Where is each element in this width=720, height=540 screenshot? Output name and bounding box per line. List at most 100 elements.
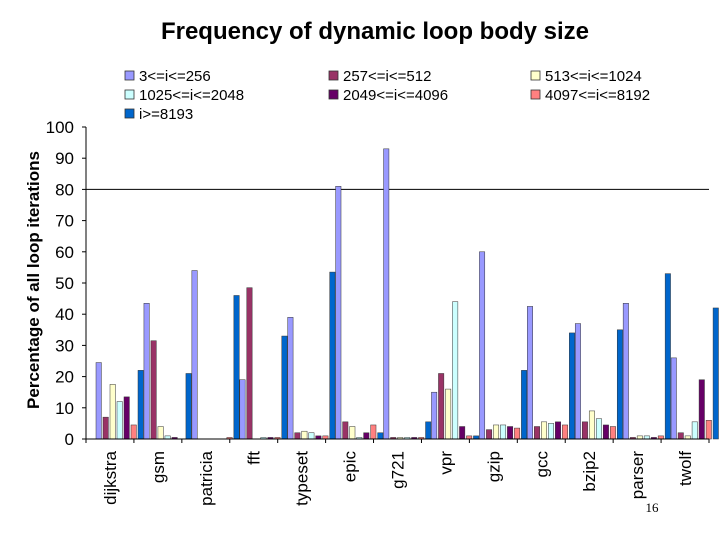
category-label-bzip2: bzip2: [580, 451, 599, 492]
y-tick-label: 90: [55, 149, 74, 168]
bar-vpr-series-2: [438, 373, 445, 440]
bar-bzip2-series-2: [581, 421, 588, 440]
bar-typeset-series-3: [301, 430, 308, 440]
y-tick-label: 60: [55, 243, 74, 262]
bar-twolf-series-5: [698, 379, 705, 440]
bar-fft-series-1: [239, 379, 246, 440]
bar-bzip2-series-5: [602, 424, 609, 440]
bar-gcc-series-6: [562, 424, 568, 440]
bar-bzip2-series-7: [616, 329, 623, 440]
y-axis-label: Percentage of all loop iterations: [24, 151, 43, 409]
legend-swatch-1: [124, 70, 135, 81]
bar-gsm-series-7: [185, 373, 192, 440]
legend-label-3: 513<=i<=1024: [545, 68, 642, 85]
category-label-twolf: twolf: [676, 451, 695, 486]
category-label-gzip: gzip: [484, 451, 503, 482]
bar-gzip-series-1: [479, 251, 486, 440]
bar-gcc-series-5: [555, 421, 561, 440]
bar-gsm-series-2: [150, 340, 157, 440]
bar-fft-series-2: [246, 287, 253, 440]
category-label-fft: fft: [245, 451, 264, 465]
y-tick-label: 10: [55, 399, 74, 418]
category-label-parser: parser: [628, 451, 647, 500]
bar-typeset-series-1: [287, 317, 294, 440]
legend-label-1: 3<=i<=256: [139, 68, 211, 85]
legend-swatch-6: [530, 89, 541, 100]
axes: [85, 127, 710, 443]
bar-gcc-series-3: [541, 421, 547, 440]
legend-items: 3<=i<=256 257<=i<=512 513<=i<=1024 1025<=i<…: [124, 68, 650, 123]
y-tick-label: 40: [55, 305, 74, 324]
bar-gcc-series-7: [569, 332, 575, 440]
legend-label-7: i>=8193: [139, 106, 193, 123]
legend-label-2: 257<=i<=512: [343, 68, 431, 85]
bar-twolf-series-7: [712, 307, 719, 440]
bar-gzip-series-4: [500, 424, 507, 440]
category-labels: dijkstra gsm patricia fft typeset epic g721 vpr…: [101, 450, 695, 505]
y-axis-ticks: 0 10 20 30 40 50 60 70 80 90 100: [46, 118, 86, 449]
y-tick-label: 30: [55, 336, 74, 355]
legend: [116, 66, 711, 126]
bar-bzip2-series-4: [595, 418, 602, 440]
y-tick-label: 0: [65, 430, 74, 449]
bar-twolf-series-6: [705, 420, 712, 440]
bar-epic-series-3: [349, 426, 356, 440]
chart-title: Frequency of dynamic loop body size: [161, 18, 589, 45]
legend-label-4: 1025<=i<=2048: [139, 87, 244, 104]
bar-typeset-series-7: [329, 271, 336, 440]
bar-dijkstra-series-2: [102, 416, 109, 440]
bar-g721-series-1: [383, 148, 390, 440]
page-number: 16: [646, 500, 660, 515]
bar-dijkstra-series-6: [130, 424, 137, 440]
bar-gzip-series-3: [493, 424, 500, 440]
bar-dijkstra-series-1: [95, 362, 102, 440]
bar-parser-series-1: [622, 303, 629, 440]
bar-epic-series-6: [370, 424, 377, 440]
category-label-patricia: patricia: [197, 450, 216, 505]
legend-swatch-4: [124, 89, 135, 100]
bar-patricia-series-7: [233, 295, 240, 440]
bar-gzip-series-2: [486, 429, 493, 440]
category-label-g721: g721: [389, 451, 408, 489]
bar-gcc-series-2: [534, 426, 540, 440]
legend-swatch-2: [328, 70, 339, 81]
y-tick-label: 100: [46, 118, 74, 137]
bar-bzip2-series-3: [588, 410, 595, 440]
category-label-gcc: gcc: [532, 451, 551, 478]
bar-gsm-series-1: [143, 303, 150, 440]
bar-fft-series-7: [281, 335, 288, 440]
bar-dijkstra-series-7: [137, 370, 144, 440]
bar-bzip2-series-1: [574, 323, 581, 440]
category-label-gsm: gsm: [149, 451, 168, 483]
bars: [95, 148, 719, 440]
bar-gcc-series-4: [548, 423, 554, 440]
bar-twolf-series-2: [677, 432, 684, 440]
bar-epic-series-7: [377, 432, 384, 440]
legend-label-6: 4097<=i<=8192: [545, 87, 650, 104]
y-tick-label: 50: [55, 274, 74, 293]
bar-vpr-series-4: [452, 301, 459, 440]
y-tick-label: 20: [55, 368, 74, 387]
category-label-vpr: vpr: [436, 451, 455, 475]
legend-swatch-5: [328, 89, 339, 100]
y-tick-label: 80: [55, 180, 74, 199]
bar-vpr-series-1: [431, 391, 438, 440]
bar-vpr-series-5: [459, 426, 466, 440]
bar-twolf-series-1: [670, 357, 677, 440]
category-label-typeset: typeset: [293, 451, 312, 506]
bar-dijkstra-series-4: [116, 401, 123, 440]
bar-vpr-series-3: [445, 388, 452, 440]
category-label-epic: epic: [341, 451, 360, 483]
bar-epic-series-5: [363, 432, 370, 440]
bar-bzip2-series-6: [609, 426, 616, 440]
legend-label-5: 2049<=i<=4096: [343, 87, 448, 104]
bar-parser-series-7: [664, 273, 671, 440]
bar-gzip-series-5: [507, 426, 514, 440]
bar-gzip-series-7: [521, 370, 528, 440]
bar-gcc-series-1: [527, 306, 533, 440]
bar-epic-series-1: [335, 186, 342, 440]
bar-gsm-series-3: [157, 426, 164, 440]
bar-twolf-series-4: [691, 421, 698, 440]
bar-g721-series-7: [425, 421, 432, 440]
